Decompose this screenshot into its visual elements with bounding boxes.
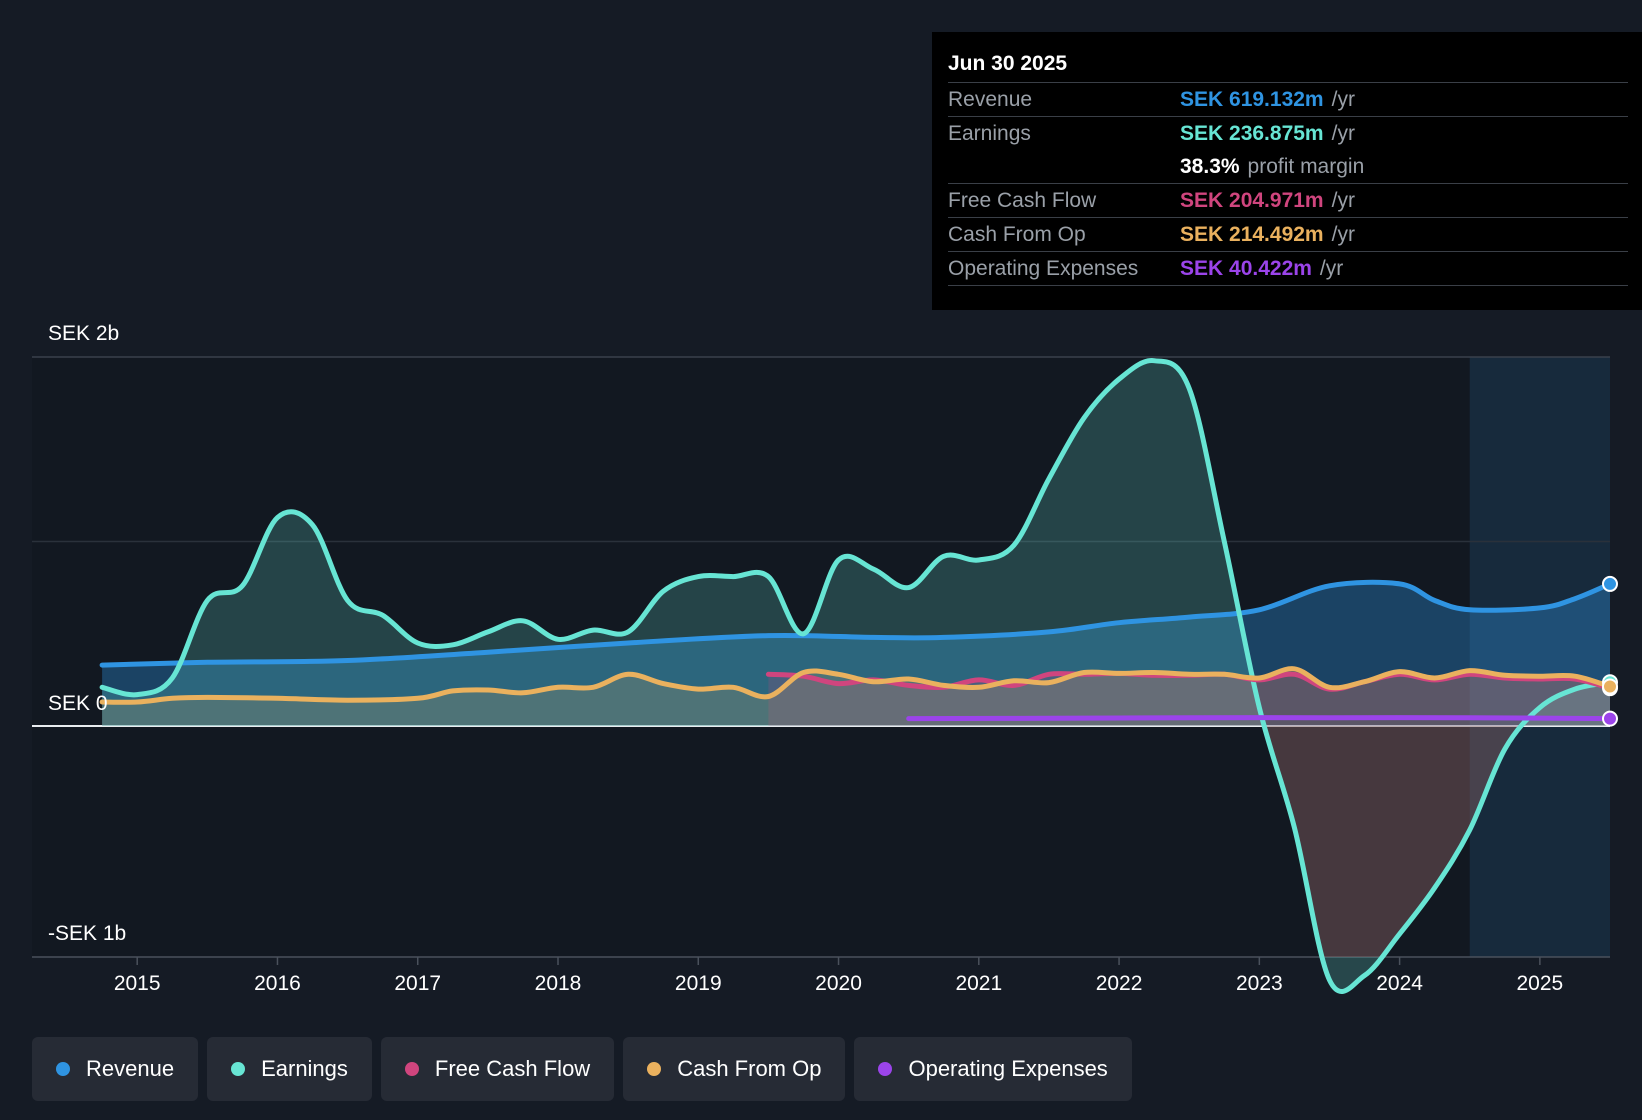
tooltip-panel: Jun 30 2025 Revenue SEK 619.132m /yr Ear… xyxy=(932,32,1642,310)
legend: Revenue Earnings Free Cash Flow Cash Fro… xyxy=(32,1037,1132,1101)
series-lines xyxy=(99,358,1613,995)
tooltip-unit: /yr xyxy=(1331,88,1355,111)
tooltip-label: Free Cash Flow xyxy=(948,189,1097,212)
cash-from-op-line xyxy=(99,666,1613,705)
grid-lines xyxy=(32,356,1610,958)
tooltip-unit: /yr xyxy=(1331,122,1355,145)
legend-label: Free Cash Flow xyxy=(434,1056,591,1081)
operating-expenses-dot-icon xyxy=(878,1062,893,1076)
tooltip-value: 38.3% xyxy=(1180,155,1240,178)
tooltip-row-profit-margin: 38.3% profit margin xyxy=(948,150,1628,183)
x-tick-label: 2017 xyxy=(394,972,441,995)
revenue-end-marker xyxy=(1602,575,1618,592)
earnings-loss-area xyxy=(102,726,1610,957)
y-tick-label-bottom: -SEK 1b xyxy=(48,922,126,945)
earnings-line xyxy=(99,358,1613,995)
x-tick-label: 2024 xyxy=(1376,972,1423,995)
legend-item-free-cash-flow[interactable]: Free Cash Flow xyxy=(380,1037,615,1101)
y-tick-label-zero: SEK 0 xyxy=(48,692,108,715)
x-tick-label: 2023 xyxy=(1236,972,1283,995)
tooltip-unit: /yr xyxy=(1319,257,1344,280)
forecast-region xyxy=(1469,357,1610,957)
cash-from-op-area xyxy=(102,668,1611,726)
x-tick-label: 2019 xyxy=(675,972,722,995)
revenue-dot-icon xyxy=(56,1062,70,1076)
legend-label: Earnings xyxy=(261,1056,348,1081)
tooltip-row-earnings: Earnings SEK 236.875m /yr xyxy=(948,116,1628,150)
tooltip-unit: /yr xyxy=(1331,223,1355,246)
cash-from-op-dot-icon xyxy=(647,1062,662,1076)
cash-from-op-end-marker xyxy=(1602,678,1618,695)
tooltip-label: Cash From Op xyxy=(948,223,1086,246)
tooltip-value: SEK 236.875m xyxy=(1180,122,1324,145)
revenue-line xyxy=(99,579,1613,668)
legend-item-cash-from-op[interactable]: Cash From Op xyxy=(623,1037,846,1101)
x-tick-label: 2018 xyxy=(535,972,582,995)
y-axis: SEK 2b SEK 0 -SEK 1b xyxy=(48,322,126,945)
x-tick-label: 2016 xyxy=(254,972,301,995)
x-tick-label: 2022 xyxy=(1096,972,1143,995)
legend-item-earnings[interactable]: Earnings xyxy=(207,1037,372,1101)
y-tick-label-top: SEK 2b xyxy=(48,322,119,345)
legend-item-operating-expenses[interactable]: Operating Expenses xyxy=(854,1037,1132,1101)
tooltip-unit: profit margin xyxy=(1247,155,1365,178)
earnings-dot-icon xyxy=(231,1062,246,1076)
tooltip-value: SEK 214.492m xyxy=(1180,223,1324,246)
plot-background xyxy=(32,357,1610,957)
tooltip-label: Operating Expenses xyxy=(948,257,1139,280)
tooltip-label: Revenue xyxy=(948,88,1033,111)
operating-expenses-end-marker xyxy=(1602,710,1618,727)
tooltip-row-revenue: Revenue SEK 619.132m /yr xyxy=(948,82,1628,116)
legend-label: Operating Expenses xyxy=(908,1056,1108,1081)
series-end-markers xyxy=(1602,575,1618,727)
x-tick-label: 2020 xyxy=(815,972,862,995)
tooltip-row-free-cash-flow: Free Cash Flow SEK 204.971m /yr xyxy=(948,183,1628,217)
tooltip-row-operating-expenses: Operating Expenses SEK 40.422m /yr xyxy=(948,251,1628,286)
x-tick-label: 2021 xyxy=(955,972,1002,995)
tooltip-label: Earnings xyxy=(948,122,1031,145)
x-axis: 2015 2016 2017 2018 2019 2020 2021 2022 2023 2024… xyxy=(114,957,1563,995)
tooltip-value: SEK 619.132m xyxy=(1180,88,1324,111)
tooltip-value: SEK 40.422m xyxy=(1180,257,1312,280)
x-tick-label: 2015 xyxy=(114,972,161,995)
tooltip-row-cash-from-op: Cash From Op SEK 214.492m /yr xyxy=(948,217,1628,251)
plot-area xyxy=(32,357,1610,957)
legend-label: Cash From Op xyxy=(677,1056,822,1081)
x-tick-label: 2025 xyxy=(1517,972,1564,995)
operating-expenses-line xyxy=(906,715,1613,722)
tooltip-date: Jun 30 2025 xyxy=(948,52,1068,75)
free-cash-flow-dot-icon xyxy=(404,1062,419,1076)
tooltip-unit: /yr xyxy=(1331,189,1355,212)
tooltip-value: SEK 204.971m xyxy=(1180,189,1324,212)
legend-item-revenue[interactable]: Revenue xyxy=(32,1037,199,1101)
legend-label: Revenue xyxy=(86,1056,175,1081)
